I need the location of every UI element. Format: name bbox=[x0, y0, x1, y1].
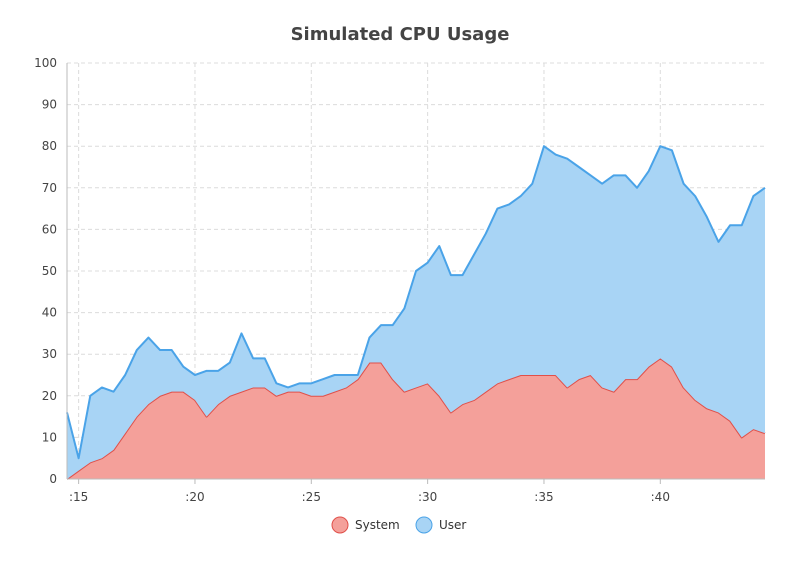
data-point-user[interactable] bbox=[308, 380, 314, 386]
y-tick-label: 0 bbox=[49, 472, 57, 486]
data-point-user[interactable] bbox=[297, 380, 303, 386]
data-point-user[interactable] bbox=[343, 372, 349, 378]
line-user bbox=[66, 145, 766, 460]
data-point-user[interactable] bbox=[553, 152, 559, 158]
data-point-user[interactable] bbox=[483, 231, 489, 237]
data-point-user[interactable] bbox=[215, 368, 221, 374]
y-tick-label: 40 bbox=[42, 306, 57, 320]
data-point-user[interactable] bbox=[715, 239, 721, 245]
data-point-user[interactable] bbox=[611, 172, 617, 178]
area-system[interactable] bbox=[67, 358, 765, 479]
data-point-user[interactable] bbox=[494, 206, 500, 212]
y-tick-label: 30 bbox=[42, 347, 57, 361]
data-point-user[interactable] bbox=[401, 305, 407, 311]
data-point-user[interactable] bbox=[262, 355, 268, 361]
data-point-user[interactable] bbox=[366, 335, 372, 341]
data-point-user[interactable] bbox=[692, 193, 698, 199]
x-axis-ticks: :15 :20 :25 :30 :35 :40 bbox=[69, 479, 670, 504]
y-tick-label: 10 bbox=[42, 430, 57, 444]
data-point-user[interactable] bbox=[320, 376, 326, 382]
data-point-user[interactable] bbox=[99, 384, 105, 390]
data-point-user[interactable] bbox=[436, 243, 442, 249]
legend-label: User bbox=[439, 518, 466, 532]
data-point-user[interactable] bbox=[122, 372, 128, 378]
y-tick-label: 60 bbox=[42, 222, 57, 236]
legend-label: System bbox=[355, 518, 400, 532]
x-tick-label: :40 bbox=[651, 490, 670, 504]
x-tick-label: :25 bbox=[302, 490, 321, 504]
data-point-user[interactable] bbox=[157, 347, 163, 353]
data-point-user[interactable] bbox=[111, 389, 117, 395]
y-tick-label: 90 bbox=[42, 98, 57, 112]
data-point-user[interactable] bbox=[588, 172, 594, 178]
y-tick-label: 100 bbox=[34, 56, 57, 70]
data-point-user[interactable] bbox=[564, 156, 570, 162]
data-point-user[interactable] bbox=[576, 164, 582, 170]
data-point-user[interactable] bbox=[460, 272, 466, 278]
data-point-user[interactable] bbox=[681, 181, 687, 187]
data-point-user[interactable] bbox=[425, 260, 431, 266]
y-tick-label: 50 bbox=[42, 264, 57, 278]
x-tick-label: :20 bbox=[185, 490, 204, 504]
x-tick-label: :30 bbox=[418, 490, 437, 504]
data-point-user[interactable] bbox=[762, 185, 768, 191]
data-point-user[interactable] bbox=[76, 455, 82, 461]
data-point-user[interactable] bbox=[87, 393, 93, 399]
data-point-user[interactable] bbox=[669, 147, 675, 153]
legend-swatch bbox=[331, 516, 349, 534]
data-point-user[interactable] bbox=[518, 193, 524, 199]
y-tick-label: 70 bbox=[42, 181, 57, 195]
data-point-user[interactable] bbox=[471, 251, 477, 257]
data-point-user[interactable] bbox=[750, 193, 756, 199]
data-point-user[interactable] bbox=[646, 168, 652, 174]
data-point-user[interactable] bbox=[390, 322, 396, 328]
y-axis-ticks: 0 10 20 30 40 50 60 70 80 90 100 bbox=[34, 56, 57, 486]
data-point-user[interactable] bbox=[145, 335, 151, 341]
data-point-user[interactable] bbox=[180, 364, 186, 370]
data-point-user[interactable] bbox=[634, 185, 640, 191]
legend-item-system[interactable]: System bbox=[331, 516, 400, 534]
data-point-user[interactable] bbox=[204, 368, 210, 374]
legend-item-user[interactable]: User bbox=[415, 516, 466, 534]
series-areas bbox=[66, 143, 768, 480]
chart-title: Simulated CPU Usage bbox=[291, 24, 510, 45]
data-point-user[interactable] bbox=[332, 372, 338, 378]
legend[interactable]: System User bbox=[331, 516, 466, 534]
data-point-user[interactable] bbox=[378, 322, 384, 328]
x-tick-label: :15 bbox=[69, 490, 88, 504]
data-point-user[interactable] bbox=[273, 380, 279, 386]
data-point-user[interactable] bbox=[599, 181, 605, 187]
data-point-user[interactable] bbox=[622, 172, 628, 178]
data-point-user[interactable] bbox=[448, 272, 454, 278]
axes bbox=[66, 63, 765, 480]
legend-swatch bbox=[415, 516, 433, 534]
data-point-user[interactable] bbox=[239, 330, 245, 336]
data-point-user[interactable] bbox=[192, 372, 198, 378]
data-point-user[interactable] bbox=[529, 181, 535, 187]
data-point-user[interactable] bbox=[227, 360, 233, 366]
y-tick-label: 80 bbox=[42, 139, 57, 153]
data-point-user[interactable] bbox=[169, 347, 175, 353]
area-user[interactable] bbox=[67, 146, 765, 479]
data-point-user[interactable] bbox=[704, 214, 710, 220]
x-tick-label: :35 bbox=[534, 490, 553, 504]
data-point-user[interactable] bbox=[541, 143, 547, 149]
y-tick-label: 20 bbox=[42, 389, 57, 403]
data-point-user[interactable] bbox=[727, 222, 733, 228]
data-point-user[interactable] bbox=[506, 201, 512, 207]
data-point-user[interactable] bbox=[657, 143, 663, 149]
data-point-user[interactable] bbox=[285, 384, 291, 390]
data-point-user[interactable] bbox=[134, 347, 140, 353]
data-point-user[interactable] bbox=[739, 222, 745, 228]
data-point-user[interactable] bbox=[413, 268, 419, 274]
data-point-user[interactable] bbox=[250, 355, 256, 361]
data-point-user[interactable] bbox=[355, 372, 361, 378]
